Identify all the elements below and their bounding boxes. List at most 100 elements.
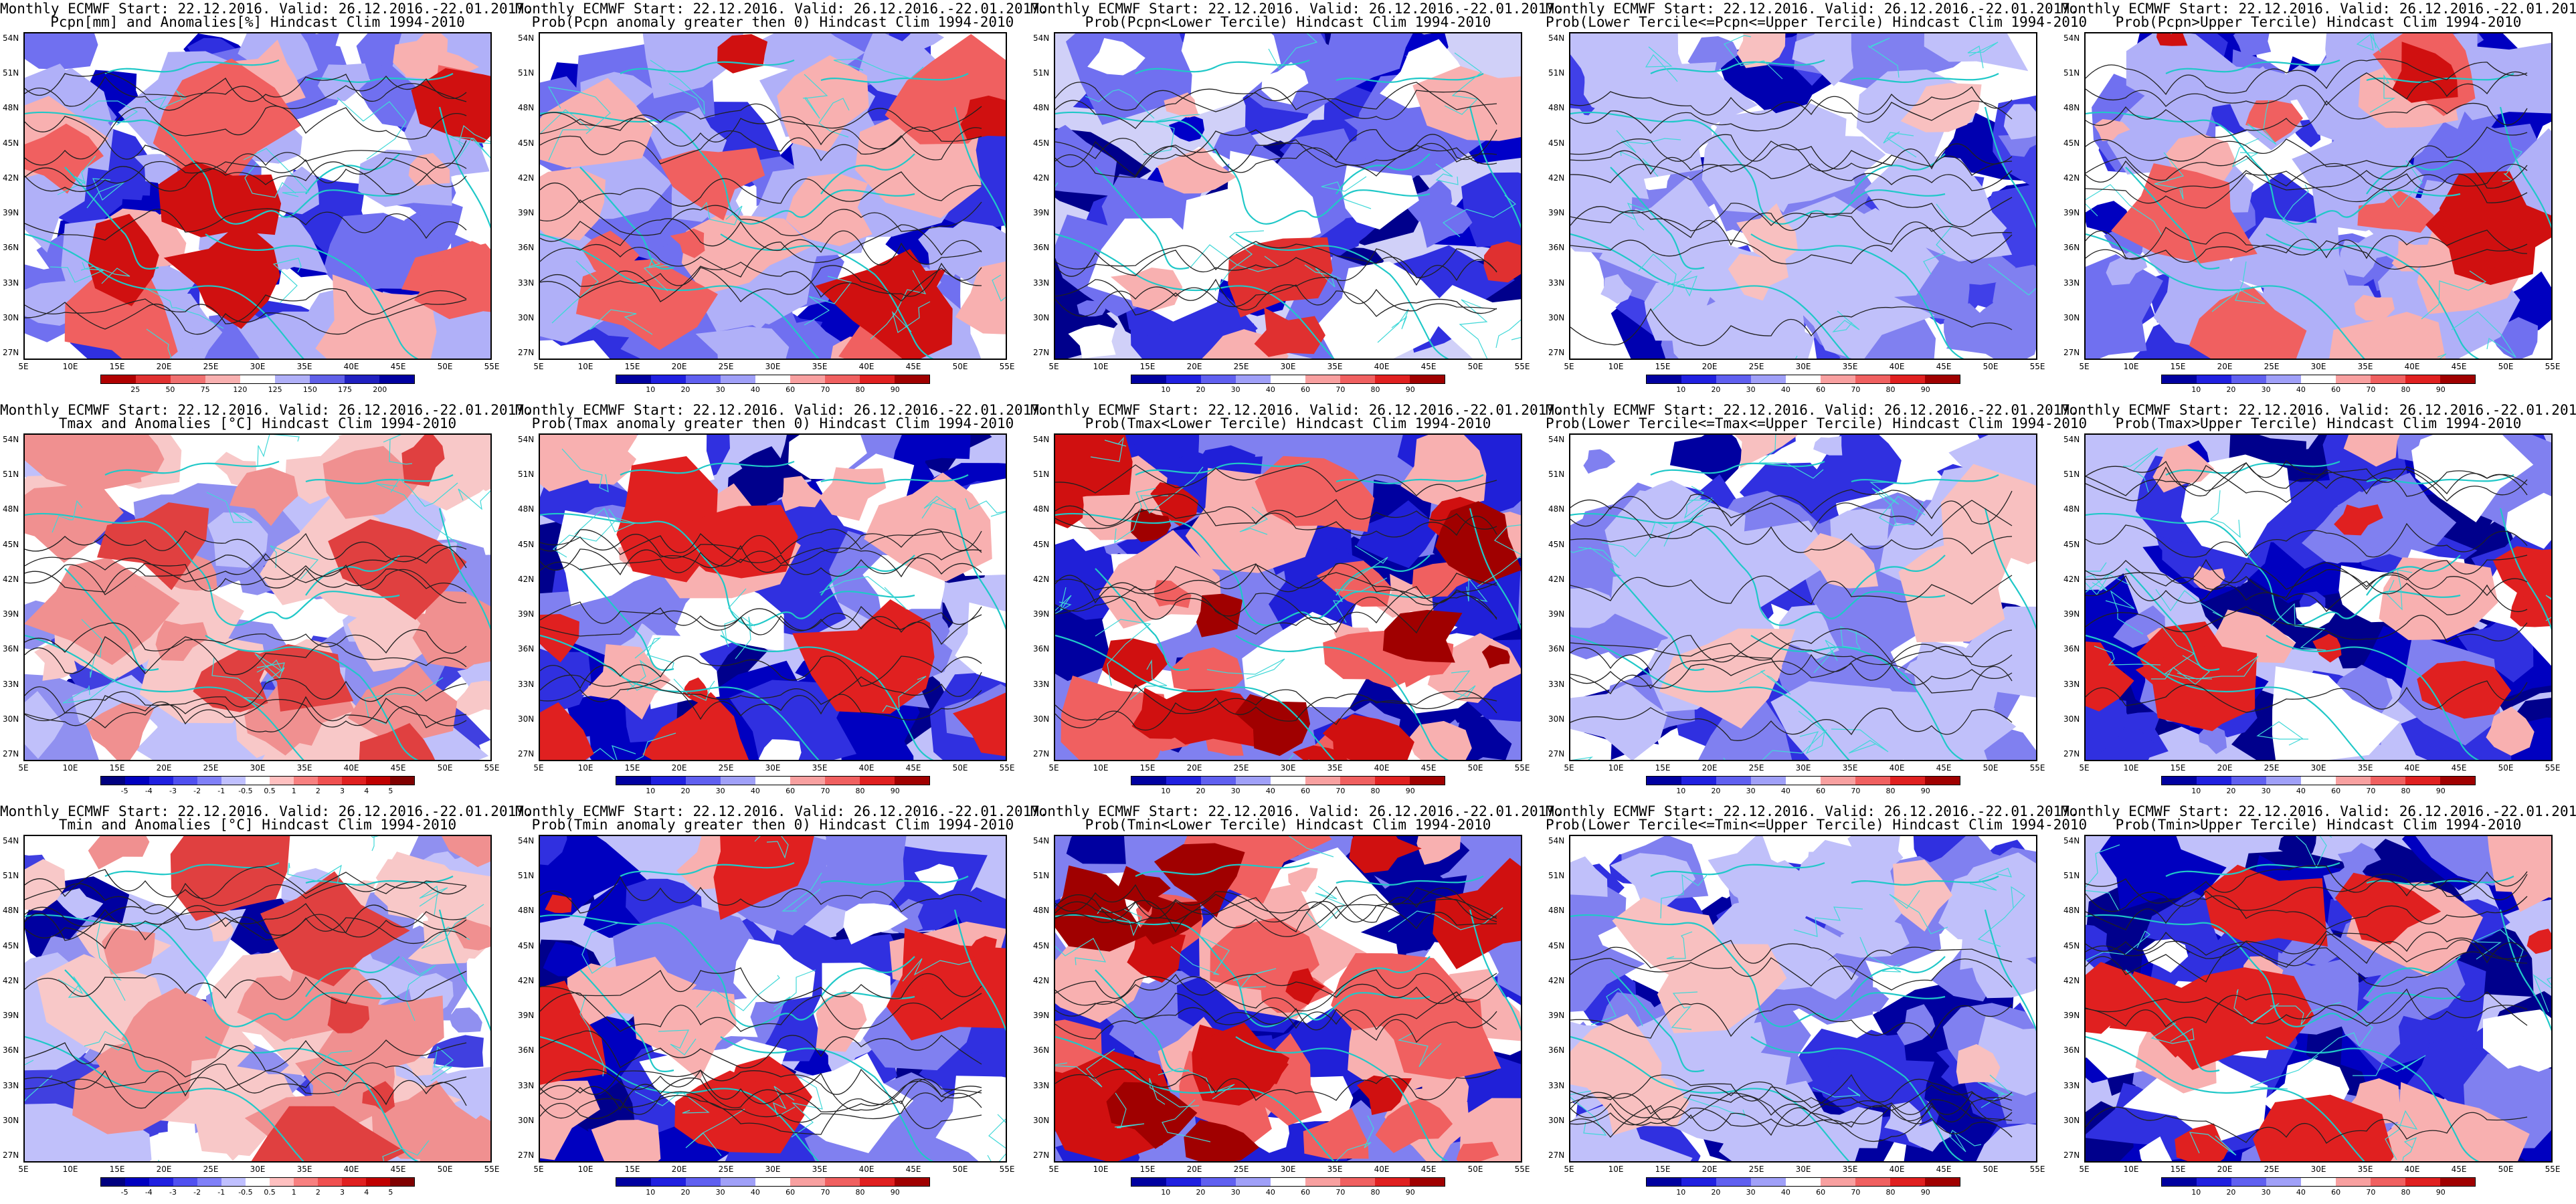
country-border <box>1988 264 2036 296</box>
colorbar-swatch <box>1236 375 1271 383</box>
field-patch <box>955 602 1006 684</box>
colorbar-swatch <box>2405 375 2440 383</box>
colorbar-swatch <box>240 375 275 383</box>
latitude-label: 30N <box>3 1115 19 1125</box>
colorbar-swatch <box>1821 1178 1855 1186</box>
contour-line <box>25 866 467 899</box>
colorbar-label: -0.5 <box>238 787 253 795</box>
colorbar-swatch <box>390 777 414 785</box>
colorbar-label: 40 <box>1780 385 1790 394</box>
country-border <box>612 732 676 760</box>
longitude-label: 45E <box>1936 1165 1952 1174</box>
latitude-label: 27N <box>2063 749 2080 759</box>
country-border <box>1812 1087 1861 1098</box>
field-patch <box>1900 83 1982 132</box>
latitude-label: 48N <box>2063 103 2080 113</box>
colorbar-label: -2 <box>193 1188 201 1197</box>
field-patch <box>323 445 423 519</box>
field-patch <box>540 78 654 168</box>
field-patch <box>2094 119 2130 141</box>
colorbar-label: 60 <box>2331 385 2341 394</box>
latitude-label: 48N <box>1033 906 1050 916</box>
colorbar-swatch <box>2440 1178 2475 1186</box>
latitude-label: 27N <box>1548 1150 1565 1160</box>
latitude-label: 33N <box>1033 278 1050 288</box>
contour-line <box>1055 563 1497 606</box>
country-border <box>1660 874 1708 919</box>
colorbar-swatch <box>197 1178 221 1186</box>
coastline <box>2165 59 2340 74</box>
longitude-label: 20E <box>1186 763 1202 773</box>
longitude-label: 10E <box>62 763 78 773</box>
longitude-label: 50E <box>1983 362 1999 371</box>
latitude-label: 45N <box>518 940 535 950</box>
coastline <box>1469 106 1521 229</box>
colorbar-swatch <box>1410 777 1445 785</box>
latitude-label: 51N <box>2063 470 2080 480</box>
longitude-label: 55E <box>2029 1165 2045 1174</box>
colorbar-swatch <box>1890 375 1925 383</box>
country-border <box>882 676 927 712</box>
longitude-label: 20E <box>2217 1165 2233 1174</box>
field-patch <box>1570 113 1649 199</box>
contour-line <box>1570 197 2013 231</box>
latitude-label: 27N <box>2063 1150 2080 1160</box>
field-patch <box>2334 872 2442 944</box>
country-border <box>1477 524 1521 587</box>
panel-subtitle: Prob(Lower Tercile<=Pcpn<=Upper Tercile)… <box>1546 14 2088 30</box>
country-border <box>547 86 611 134</box>
shaded-field <box>1570 435 2036 760</box>
country-border <box>1616 130 1681 153</box>
contour-line <box>25 288 467 324</box>
latitude-label: 27N <box>518 348 535 357</box>
colorbar-label: 90 <box>1405 1188 1415 1197</box>
colorbar-swatch <box>310 375 345 383</box>
latitude-label: 33N <box>518 679 535 689</box>
colorbar-label: 40 <box>2296 1188 2306 1197</box>
colorbar-swatch <box>755 1178 790 1186</box>
country-border <box>1645 46 1678 82</box>
contour-overlay <box>540 876 982 1135</box>
map-plot-area <box>23 835 492 1163</box>
country-border <box>2150 1022 2195 1044</box>
contour-line <box>2086 71 2528 107</box>
field-patch <box>1736 203 1799 266</box>
contour-line <box>540 876 982 914</box>
longitude-label: 5E <box>1048 1165 1059 1174</box>
map-field-svg <box>540 435 1006 760</box>
longitude-label: 50E <box>2498 1165 2514 1174</box>
country-border <box>2177 656 2259 680</box>
colorbar-swatch <box>318 777 342 785</box>
map-panel: Monthly ECMWF Start: 22.12.2016. Valid: … <box>1546 0 2088 401</box>
coastline <box>820 153 915 195</box>
field-patch <box>808 525 856 565</box>
field-patch <box>639 1045 760 1122</box>
field-patch <box>540 614 579 663</box>
colorbar-swatch <box>1716 375 1751 383</box>
field-patch <box>359 723 436 760</box>
field-patch <box>2526 928 2551 955</box>
latitude-label: 27N <box>2063 348 2080 357</box>
colorbar-label: -4 <box>145 787 153 795</box>
coastline <box>953 508 1006 630</box>
country-border <box>145 288 224 329</box>
field-patch <box>54 888 104 920</box>
colorbar-label: 50 <box>165 385 175 394</box>
colorbar-swatch <box>101 777 125 785</box>
field-patch <box>725 282 794 330</box>
longitude-label: 45E <box>2451 362 2467 371</box>
colorbar-label: 40 <box>1265 787 1275 795</box>
country-border <box>458 124 490 148</box>
field-patch <box>1770 681 1921 760</box>
border-overlay <box>2086 836 2551 1161</box>
coastline <box>820 474 969 484</box>
contour-line <box>1055 464 1497 496</box>
contour-line <box>1055 1068 1497 1102</box>
colorbar-label: 70 <box>1851 787 1861 795</box>
country-border <box>643 258 672 292</box>
country-border <box>62 676 119 704</box>
colorbar-label: 10 <box>2191 787 2201 795</box>
colorbar-swatch <box>895 375 929 383</box>
field-patch <box>1164 92 1199 118</box>
country-border <box>1435 163 1459 185</box>
